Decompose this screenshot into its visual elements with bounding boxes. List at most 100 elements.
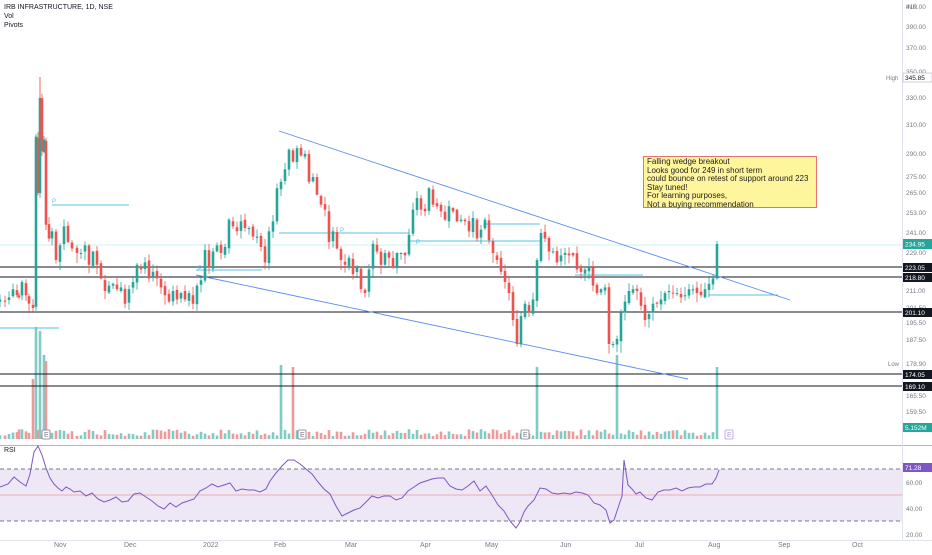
volume-bar [687,432,691,439]
note-line: could bounce on retest of support around… [647,174,809,184]
volume-bar [699,435,703,439]
volume-bar [667,431,671,439]
wedge-lower-trendline[interactable] [195,274,689,380]
volume-bar [275,435,279,439]
note-line: Looks good for 249 in short term [647,165,763,175]
volume-bar [411,433,415,439]
volume-bar [615,355,619,439]
price-tick: 187.50 [906,337,926,344]
volume-bar [183,431,187,439]
time-axis[interactable]: Nov Dec 2022 Feb Mar Apr May Jun Jul Aug… [54,542,863,549]
volume-bar [371,432,375,439]
candle-body [651,303,655,313]
volume-bar [83,431,87,439]
earnings-icon-glyph: E [727,432,732,439]
wedge-upper-trendline[interactable] [278,130,791,301]
volume-bar [347,435,351,439]
volume-bar [419,434,423,439]
candle-body [591,267,595,286]
volume-bar [499,433,503,439]
candle-body [311,177,315,182]
candle-body [195,285,199,305]
volume-bar [287,433,291,439]
volume-bar [459,434,463,439]
candle-body [24,283,28,296]
price-axis[interactable]: INR 410.00 390.00 370.00 350.00 330.00 310.00… [886,4,932,432]
volume-bar [507,430,511,439]
candle-body [331,231,335,242]
earnings-icon[interactable] [520,429,530,440]
volume-bar [635,434,639,439]
volume-bar [163,431,167,439]
candle-body [531,299,535,314]
candle-body [103,280,107,291]
volume-bar [271,432,275,439]
candle-body [247,228,251,229]
volume-bar [54,430,58,439]
price-tick: 370.00 [906,45,926,52]
earnings-markers[interactable]: E E E E [41,429,734,440]
candle-body [187,293,191,301]
price-tick: 195.50 [906,320,926,327]
candle-body [587,267,591,272]
falling-wedge[interactable] [195,130,791,380]
volume-badge [903,423,932,432]
volume-bar [583,435,587,439]
symbol-title[interactable]: IRB INFRASTRUCTURE, 1D, NSE [4,4,113,11]
candle-body [339,248,343,261]
volume-bar [339,431,343,439]
rsi-tick: 60.00 [906,480,923,487]
rsi-pane: RSI [0,444,902,529]
candle-body [211,251,215,269]
volume-legend[interactable]: Vol [4,13,14,20]
last-price-flag [903,239,932,249]
volume-bar [579,429,583,439]
volume-bar [247,431,251,439]
candle-body [699,291,703,296]
candle-body [167,293,171,302]
candle-body [183,291,187,300]
rsi-axis[interactable]: 71.28 60.00 40.00 20.00 [903,463,932,539]
volume-bar [359,435,363,439]
pivots-legend[interactable]: Pivots [4,22,24,29]
volume-bar [243,435,247,439]
candle-body [307,153,311,182]
candle-body [359,268,363,290]
volume-bar [283,429,287,439]
volume-bar [671,430,675,439]
candle-body [463,219,467,222]
volume-bar [703,432,707,439]
candle-body [347,257,351,266]
earnings-icon[interactable] [297,429,307,440]
candle-body [663,293,667,301]
candle-body [447,206,451,222]
candle-body [15,290,19,296]
candle-body [471,218,475,232]
candle-body [399,253,403,254]
candle-body [263,246,267,263]
volume-bar [491,429,495,439]
annotation-note[interactable]: Falling wedge breakout Looks good for 24… [643,156,817,209]
candle-body [271,221,275,232]
volume-bar [3,435,7,439]
time-tick: Feb [274,542,286,549]
volume-bar [231,433,235,439]
volume-bar [695,435,699,439]
time-tick: Sep [778,542,791,549]
time-tick: Jun [560,542,571,549]
candle-body [127,289,131,303]
volume-bar [559,431,563,439]
volume-bar [62,430,66,439]
candle-body [159,278,163,288]
volume-bar [195,434,199,439]
candle-body [267,231,271,264]
volume-bar [539,431,543,439]
earnings-icon-upcoming[interactable] [724,429,734,440]
volume-bar [199,431,203,439]
volume-bar [391,433,395,439]
candle-body [66,225,70,243]
earnings-icon[interactable] [41,429,51,440]
candle-body [575,253,579,270]
candle-body [44,140,48,225]
